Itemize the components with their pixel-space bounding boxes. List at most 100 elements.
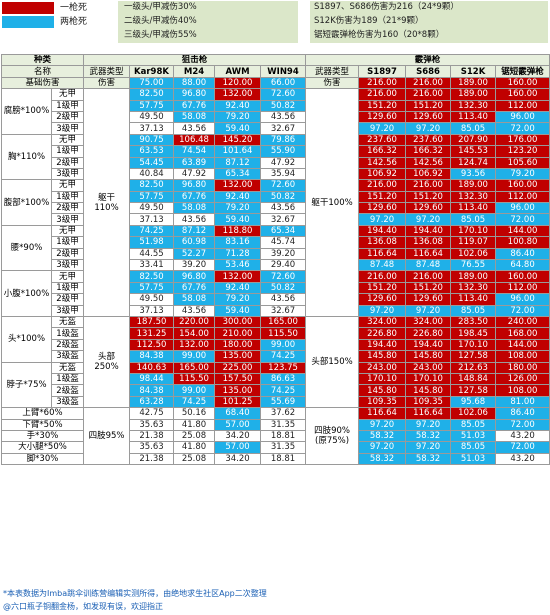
damage-cell: 72.60 <box>260 88 307 101</box>
damage-cell: 85.05 <box>450 418 497 431</box>
damage-cell: 243.00 <box>358 361 407 374</box>
damage-cell: 86.63 <box>260 372 307 386</box>
damage-cell: 324.00 <box>358 315 407 329</box>
two-shot-swatch <box>2 16 54 28</box>
section-note: (原75%) <box>315 436 350 447</box>
damage-cell: 79.86 <box>260 133 307 147</box>
damage-cell: 49.50 <box>129 202 175 215</box>
base-awm: 120.00 <box>214 76 262 90</box>
table-row: 1级甲 57.75 67.76 92.40 50.82 151.20 151.20 132.3… <box>2 190 550 204</box>
damage-cell: 85.05 <box>450 304 497 318</box>
damage-cell: 129.60 <box>405 202 452 215</box>
table-row: 1级甲 51.98 60.98 83.16 45.74 136.08 136.08 119.0… <box>2 236 550 249</box>
sniper-section-label: 躯干 110% <box>83 88 131 317</box>
damage-cell: 132.30 <box>450 99 497 112</box>
damage-cell: 43.56 <box>260 293 307 306</box>
damage-cell: 194.40 <box>358 224 407 238</box>
gun-s686: S686 <box>405 65 452 78</box>
damage-cell: 52.27 <box>173 247 216 261</box>
damage-cell: 58.32 <box>405 429 452 443</box>
damage-cell: 67.76 <box>173 190 216 204</box>
armor-note-3: 三级头/甲减伤55% <box>124 30 197 40</box>
damage-cell: 57.00 <box>214 441 262 454</box>
damage-cell: 283.50 <box>450 315 497 329</box>
damage-cell: 74.25 <box>260 384 307 397</box>
armor-level-label: 无甲 <box>50 270 85 283</box>
damage-cell: 145.80 <box>358 350 407 363</box>
sniper-section-label: 头部 250% <box>83 315 131 409</box>
damage-cell: 116.64 <box>405 407 452 420</box>
table-row: 腐膀*100% 无甲 躯干 110% 82.50 96.80 132.00 72.60 躯干10… <box>1 88 550 317</box>
armor-level-label: 2级甲 <box>50 110 85 124</box>
damage-cell: 119.07 <box>450 236 497 249</box>
damage-cell: 72.00 <box>495 122 550 135</box>
gun-kar98k: Kar98K <box>129 65 175 78</box>
damage-cell: 101.64 <box>214 145 262 158</box>
table-row: 2级盔 84.38 99.00 135.00 74.25 145.80 145.80 127.… <box>2 384 550 397</box>
gun-sawed-off: 锯短霰弹枪 <box>495 65 550 78</box>
damage-cell: 127.58 <box>450 384 497 397</box>
damage-cell: 37.13 <box>129 122 175 135</box>
armor-level-label: 1级甲 <box>50 145 85 158</box>
damage-cell: 97.20 <box>358 304 407 318</box>
damage-cell: 43.56 <box>173 122 216 135</box>
one-shot-label: 一枪死 <box>60 3 88 13</box>
table-row: 小腹*100% 无甲 82.50 96.80 132.00 72.60 216.00 216.… <box>1 270 550 317</box>
damage-cell: 59.40 <box>214 122 262 135</box>
damage-cell: 72.00 <box>495 441 550 454</box>
damage-cell: 41.80 <box>173 441 216 454</box>
damage-cell: 144.00 <box>495 224 550 238</box>
armor-level-label: 无甲 <box>50 133 85 147</box>
table-row: 胸*110% 无甲 90.75 106.48 145.20 79.86 237.60 237.… <box>1 133 550 181</box>
armor-level-label: 3级甲 <box>50 213 85 226</box>
damage-cell: 76.55 <box>450 259 497 272</box>
damage-cell: 83.16 <box>214 236 262 249</box>
armor-level-label: 3级盔 <box>50 395 85 409</box>
table-row: 3级盔 63.28 74.25 101.25 55.69 109.35 109.35 95.6… <box>2 395 550 409</box>
damage-cell: 65.34 <box>214 167 262 181</box>
damage-cell: 57.75 <box>129 99 175 112</box>
sniper-limb-label: 四肢95% <box>83 407 131 466</box>
armor-notes: 一级头/甲减伤30% 二级头/甲减伤40% 三级头/甲减伤55% <box>118 1 298 43</box>
armor-level-label: 1级甲 <box>50 190 85 204</box>
damage-cell: 132.00 <box>173 338 216 352</box>
damage-cell: 108.00 <box>495 384 550 397</box>
damage-cell: 129.60 <box>405 293 452 306</box>
damage-cell: 142.56 <box>405 156 452 169</box>
damage-cell: 132.00 <box>214 179 262 192</box>
damage-cell: 51.98 <box>129 236 175 249</box>
damage-cell: 93.56 <box>450 167 497 181</box>
base-win94: 66.00 <box>260 76 307 90</box>
section-percent: 110% <box>94 202 119 213</box>
damage-cell: 37.62 <box>260 407 307 420</box>
damage-cell: 132.00 <box>214 270 262 283</box>
damage-cell: 32.67 <box>260 213 307 226</box>
damage-cell: 324.00 <box>405 315 452 329</box>
damage-cell: 145.80 <box>405 350 452 363</box>
damage-cell: 165.00 <box>260 315 307 329</box>
damage-cell: 45.74 <box>260 236 307 249</box>
damage-cell: 51.03 <box>450 452 497 466</box>
damage-cell: 166.32 <box>405 145 452 158</box>
table-row: 3级甲 37.13 43.56 59.40 32.67 97.20 97.20 85.05 72… <box>2 213 550 226</box>
damage-cell: 35.94 <box>260 167 307 181</box>
armor-level-label: 1级甲 <box>50 236 85 249</box>
damage-cell: 160.00 <box>495 179 550 192</box>
damage-cell: 220.00 <box>173 315 216 329</box>
base-s1897: 216.00 <box>358 76 407 90</box>
damage-cell: 43.56 <box>260 110 307 124</box>
damage-cell: 106.48 <box>173 133 216 147</box>
damage-cell: 49.50 <box>129 110 175 124</box>
damage-cell: 79.20 <box>214 110 262 124</box>
damage-cell: 96.00 <box>495 110 550 124</box>
damage-cell: 129.60 <box>405 110 452 124</box>
damage-cell: 216.00 <box>405 179 452 192</box>
armor-level-label: 2级甲 <box>50 293 85 306</box>
damage-cell: 84.38 <box>129 384 175 397</box>
damage-cell: 166.32 <box>358 145 407 158</box>
damage-cell: 112.00 <box>495 281 550 295</box>
damage-cell: 216.00 <box>405 270 452 283</box>
damage-cell: 49.50 <box>129 293 175 306</box>
damage-cell: 32.67 <box>260 122 307 135</box>
damage-cell: 97.20 <box>358 122 407 135</box>
